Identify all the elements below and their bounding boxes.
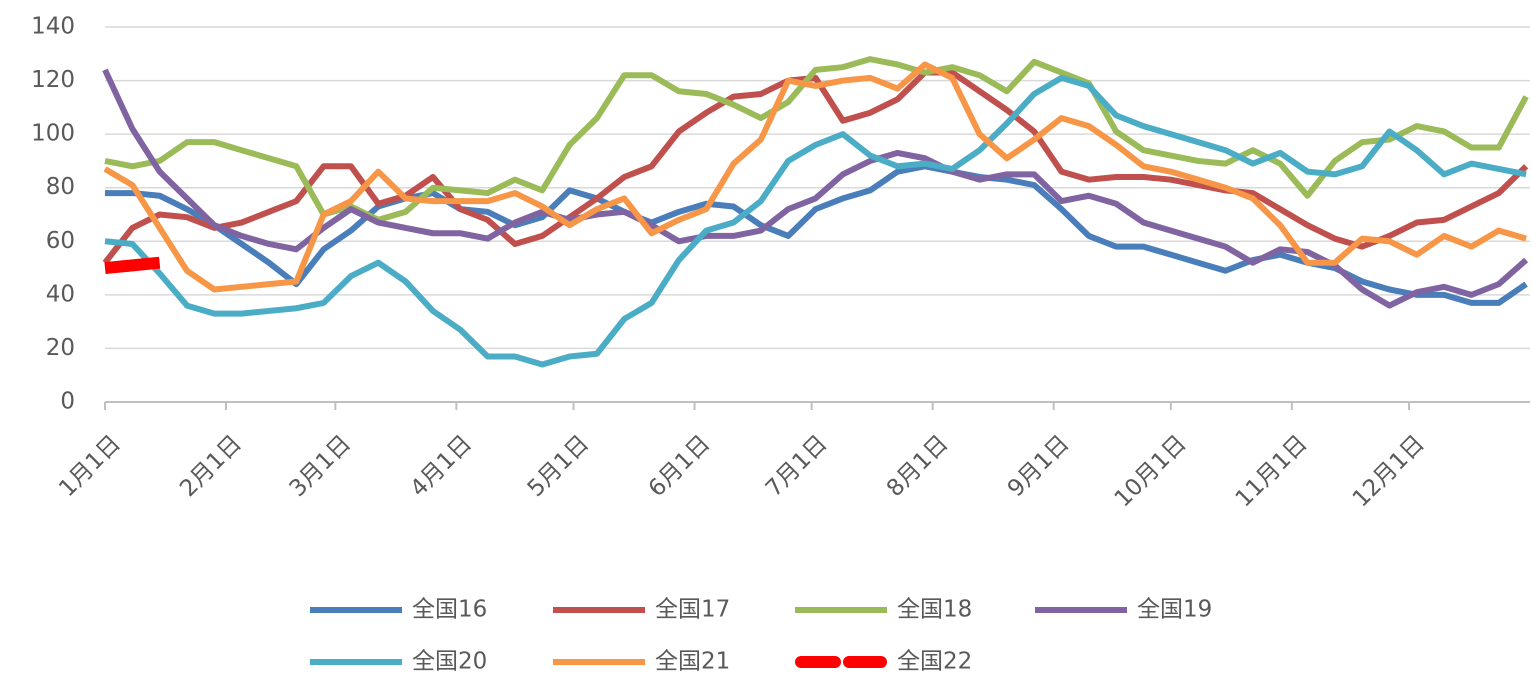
series-line xyxy=(105,163,1528,306)
y-tick-label: 20 xyxy=(46,335,75,361)
legend-label: 全国18 xyxy=(897,597,972,623)
x-tick-label: 2月1日 xyxy=(175,430,247,502)
series-line xyxy=(102,69,1529,265)
series-line xyxy=(102,68,1529,309)
legend-label: 全国22 xyxy=(897,649,972,675)
legend-label: 全国21 xyxy=(655,649,730,675)
x-tick-label: 10月1日 xyxy=(1110,430,1192,512)
legend-label: 全国16 xyxy=(412,597,487,623)
legend-label: 全国19 xyxy=(1137,597,1212,623)
x-tick-label: 5月1日 xyxy=(523,430,595,502)
x-tick-label: 1月1日 xyxy=(54,430,126,502)
x-tick-label: 7月1日 xyxy=(761,430,833,502)
legend-label: 全国17 xyxy=(655,597,730,623)
y-tick-label: 0 xyxy=(60,389,75,415)
x-tick-label: 4月1日 xyxy=(406,430,478,502)
y-tick-label: 100 xyxy=(31,121,75,147)
x-tick-label: 9月1日 xyxy=(1003,430,1075,502)
y-tick-label: 60 xyxy=(46,228,75,254)
y-tick-label: 80 xyxy=(46,174,75,200)
series-line xyxy=(104,256,161,275)
series-line xyxy=(104,56,1529,223)
series-line xyxy=(104,74,1527,368)
y-tick-label: 40 xyxy=(46,281,75,307)
x-tick-label: 8月1日 xyxy=(882,430,954,502)
y-tick-label: 140 xyxy=(31,14,75,40)
x-tick-label: 12月1日 xyxy=(1348,430,1430,512)
legend-label: 全国20 xyxy=(412,649,487,675)
x-tick-label: 11月1日 xyxy=(1231,430,1313,512)
series-line xyxy=(103,61,1527,293)
x-tick-label: 6月1日 xyxy=(644,430,716,502)
y-tick-label: 120 xyxy=(31,67,75,93)
x-tick-label: 3月1日 xyxy=(285,430,357,502)
